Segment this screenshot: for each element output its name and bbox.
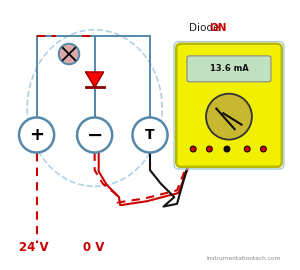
Circle shape — [224, 146, 230, 152]
Text: 13.6 mA: 13.6 mA — [210, 64, 248, 73]
Text: T: T — [145, 128, 155, 142]
FancyBboxPatch shape — [176, 44, 282, 167]
FancyBboxPatch shape — [187, 56, 271, 82]
Circle shape — [206, 146, 212, 152]
Circle shape — [190, 146, 196, 152]
Text: 24 V: 24 V — [19, 241, 49, 254]
Text: +: + — [29, 126, 44, 144]
Text: instrumentationtech.com: instrumentationtech.com — [207, 255, 281, 261]
Circle shape — [59, 44, 79, 64]
Text: ON: ON — [210, 23, 227, 33]
Circle shape — [133, 117, 168, 153]
Circle shape — [244, 146, 250, 152]
Text: 0 V: 0 V — [82, 241, 104, 254]
Polygon shape — [86, 72, 104, 87]
Circle shape — [77, 117, 112, 153]
Text: −: − — [86, 126, 103, 144]
Circle shape — [260, 146, 266, 152]
Circle shape — [19, 117, 54, 153]
Circle shape — [206, 94, 252, 140]
Text: Diode: Diode — [189, 23, 223, 33]
